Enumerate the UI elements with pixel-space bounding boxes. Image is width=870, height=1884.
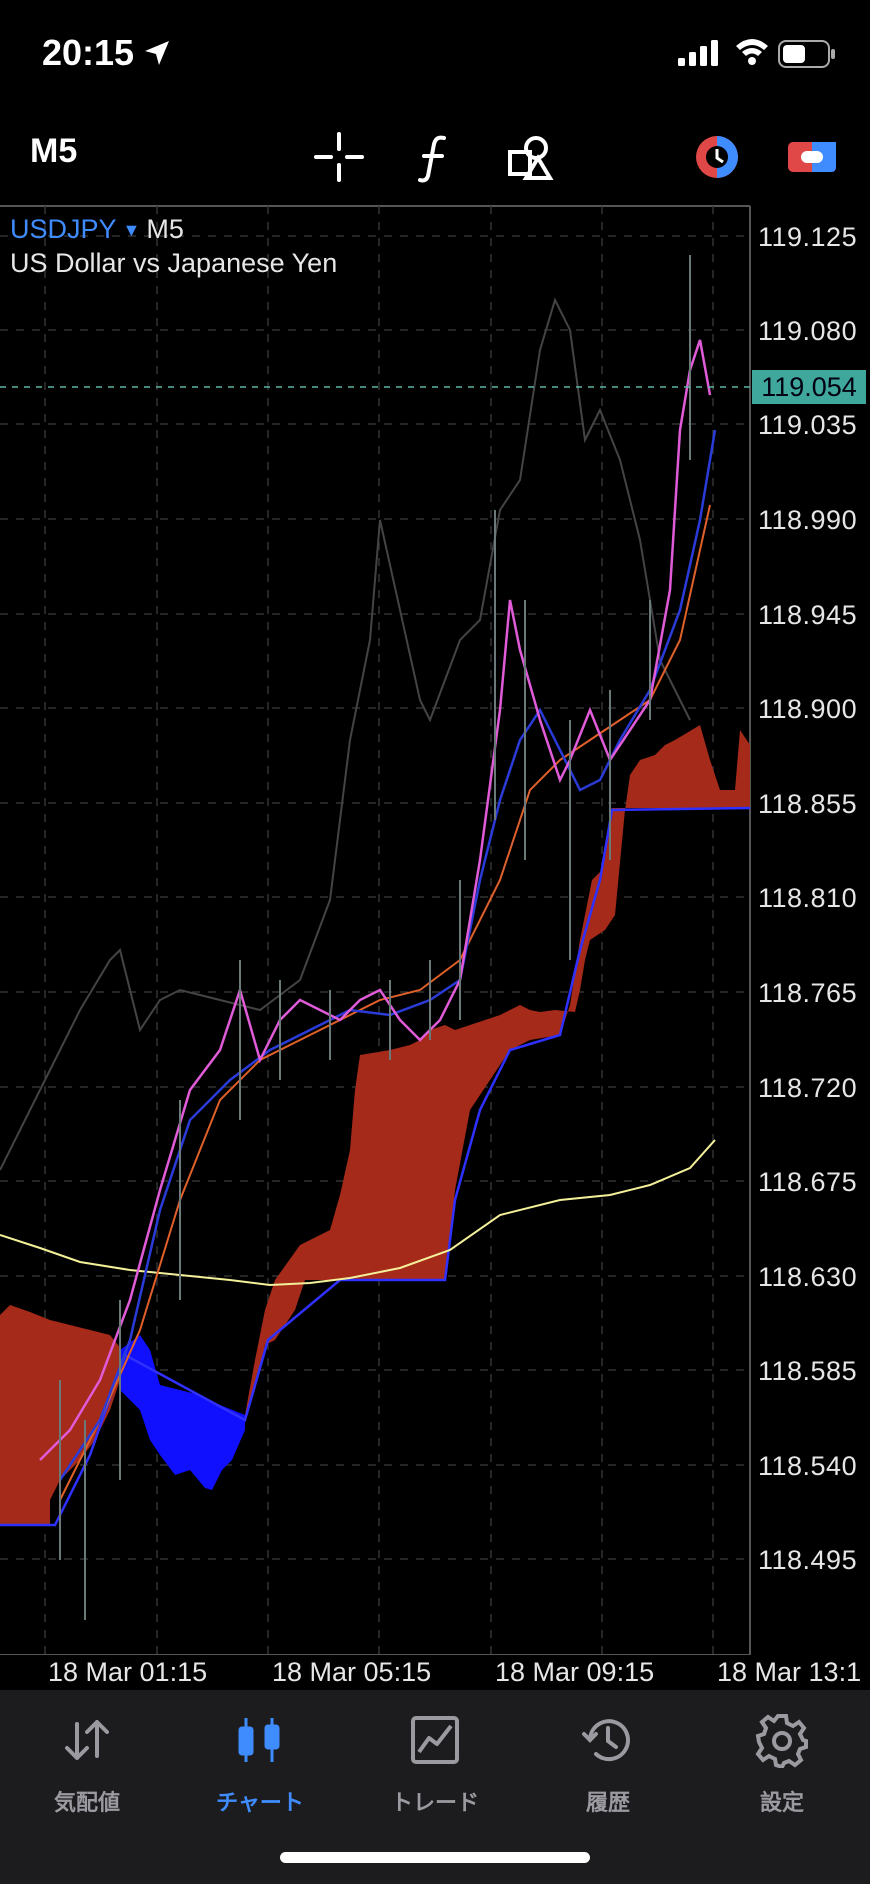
tab-label: 設定 — [759, 1790, 804, 1815]
symbol-timeframe: M5 — [146, 214, 184, 244]
wifi-icon — [734, 36, 770, 71]
bottom-tab-bar — [0, 1690, 870, 1884]
price-axis-label: 118.855 — [758, 789, 858, 819]
tab-trade[interactable]: トレード — [365, 1712, 505, 1817]
price-axis-label: 118.495 — [758, 1545, 858, 1575]
candle-wicks — [59, 255, 691, 1620]
kumo-bear-main — [245, 725, 750, 1420]
price-axis-label: 119.125 — [758, 222, 858, 252]
objects-icon[interactable] — [504, 130, 558, 184]
signal-icon — [678, 40, 722, 71]
trade-sentiment-icon[interactable] — [690, 130, 744, 184]
time-axis-label: 18 Mar 01:15 — [48, 1657, 208, 1687]
price-axis-label: 118.990 — [758, 505, 858, 535]
price-chart[interactable] — [0, 205, 870, 1656]
home-indicator[interactable] — [280, 1852, 590, 1863]
symbol-description: US Dollar vs Japanese Yen — [10, 248, 338, 278]
trade-icon — [411, 1716, 459, 1764]
price-axis-label: 118.945 — [758, 600, 858, 630]
price-axis-label: 118.900 — [758, 694, 858, 724]
price-axis-label: 119.080 — [758, 316, 858, 346]
location-arrow-icon — [142, 38, 172, 73]
ichimoku-cloud — [0, 725, 750, 1525]
price-axis-label: 118.765 — [758, 978, 858, 1008]
price-axis-label: 118.540 — [758, 1451, 858, 1481]
quotes-icon — [65, 1720, 109, 1760]
symbol-dropdown-icon[interactable]: ▼ — [122, 220, 141, 241]
chikou-span-line — [0, 297, 691, 1171]
symbol-name[interactable]: USDJPY — [10, 214, 117, 244]
status-time: 20:15 — [42, 32, 135, 73]
timeframe-button[interactable]: M5 — [30, 132, 78, 170]
account-icon[interactable] — [785, 130, 839, 184]
tab-settings[interactable]: 設定 — [712, 1712, 852, 1817]
ma-pink-line — [39, 339, 712, 1461]
price-axis-label: 118.810 — [758, 883, 858, 913]
price-axis-label: 119.035 — [758, 410, 858, 440]
tab-label: 気配値 — [53, 1790, 120, 1815]
price-axis-label: 118.675 — [758, 1167, 858, 1197]
crosshair-icon[interactable] — [312, 130, 366, 184]
time-axis-label: 18 Mar 09:15 — [495, 1657, 655, 1687]
status-bar: 20:15 — [0, 0, 870, 110]
time-axis-label: 18 Mar 05:15 — [272, 1657, 432, 1687]
settings-icon — [755, 1714, 808, 1770]
symbol-header[interactable]: USDJPY ▼ M5 — [10, 214, 184, 245]
tab-history[interactable]: 履歴 — [538, 1712, 678, 1817]
chart-canvas[interactable] — [0, 205, 870, 1656]
ma-blue-line — [58, 429, 717, 1481]
history-icon — [582, 1719, 630, 1762]
tab-label: チャート — [216, 1790, 304, 1815]
tab-label: 履歴 — [585, 1790, 630, 1815]
price-axis-label: 118.630 — [758, 1262, 858, 1292]
price-axis-label: 118.585 — [758, 1356, 858, 1386]
tab-label: トレード — [390, 1790, 479, 1815]
tab-chart[interactable]: チャート — [190, 1712, 330, 1817]
battery-icon — [778, 40, 836, 73]
time-axis-label: 18 Mar 13:1 — [717, 1657, 862, 1687]
price-axis-label: 118.720 — [758, 1073, 858, 1103]
long-ma-line — [0, 1139, 716, 1287]
tab-quotes[interactable]: 気配値 — [17, 1712, 157, 1817]
kumo-bull-mid — [120, 1335, 245, 1490]
chart-grid — [0, 206, 750, 1655]
chart-icon — [238, 1718, 280, 1762]
function-icon[interactable] — [408, 130, 462, 184]
current-price-badge: 119.054 — [752, 370, 866, 404]
